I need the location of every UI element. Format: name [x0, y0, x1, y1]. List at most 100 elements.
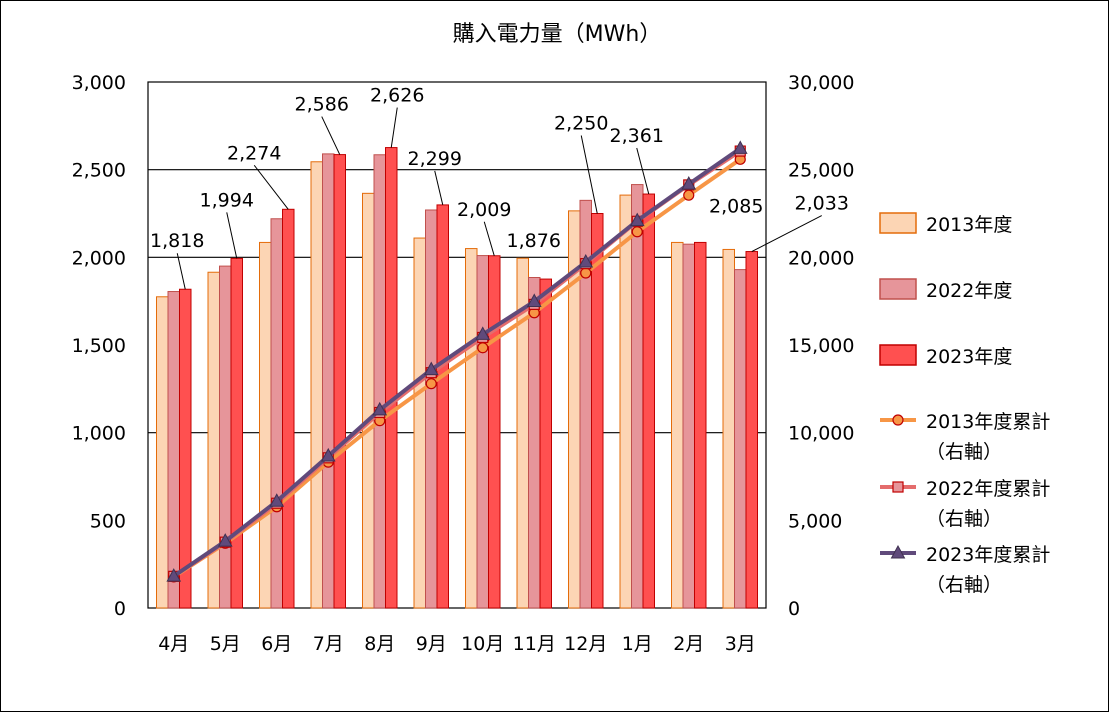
data-label: 2,626	[370, 85, 424, 107]
bar	[722, 248, 735, 609]
line-point	[681, 176, 697, 190]
data-label-leader	[434, 170, 444, 206]
x-tick-label: 10月	[461, 633, 504, 655]
data-label-leader	[580, 135, 598, 214]
data-label: 2,274	[227, 142, 281, 164]
legend-marker	[892, 414, 904, 426]
line-point	[166, 568, 182, 582]
data-label-leader	[226, 212, 238, 259]
line-point	[425, 378, 437, 390]
line-series	[172, 146, 742, 578]
x-tick-label: 12月	[564, 633, 607, 655]
bar	[230, 257, 243, 609]
bar	[179, 288, 192, 609]
x-tick-label: 1月	[622, 633, 653, 655]
data-label: 2,361	[610, 125, 664, 147]
bar	[631, 184, 644, 609]
x-tick-label: 7月	[313, 633, 344, 655]
legend: 2013年度 2022年度 2023年度 2013年度累計 （右軸） 2022年度累計 （右…	[879, 212, 1050, 596]
legend-label: 2022年度	[926, 280, 1012, 302]
line-point	[683, 189, 695, 201]
line-point	[372, 401, 388, 416]
bar	[259, 241, 272, 609]
bar	[282, 208, 295, 609]
data-label: 1,876	[507, 230, 561, 252]
data-label-leader	[176, 253, 186, 290]
bar	[619, 194, 632, 609]
y-right-tick-label: 10,000	[788, 423, 854, 445]
bar	[528, 276, 541, 609]
legend-swatch	[879, 212, 917, 234]
y-right-tick-label: 20,000	[788, 247, 854, 269]
legend-label-note: （右軸）	[926, 441, 1002, 463]
y-right-tick-label: 25,000	[788, 160, 854, 182]
bar	[694, 241, 707, 609]
y-right-tick-label: 15,000	[788, 335, 854, 357]
bar	[322, 153, 335, 609]
legend-label-note: （右軸）	[926, 508, 1002, 530]
chart-title: 購入電力量（MWh）	[453, 22, 662, 47]
data-label-leader	[390, 107, 398, 148]
line-point	[580, 267, 592, 279]
x-tick-label: 5月	[210, 633, 241, 655]
bar	[207, 271, 220, 609]
y-left-tick-label: 2,000	[72, 247, 126, 269]
line-point	[629, 212, 645, 227]
bar	[413, 237, 426, 609]
x-tick-label: 6月	[261, 633, 292, 655]
y-left-tick-label: 0	[114, 598, 126, 620]
x-tick-label: 9月	[416, 633, 447, 655]
legend-label-note: （右軸）	[926, 574, 1002, 596]
bar	[745, 251, 758, 609]
legend-label: 2023年度	[926, 346, 1012, 368]
bar	[436, 204, 449, 609]
legend-label: 2022年度累計	[926, 478, 1050, 500]
line-point	[320, 447, 336, 462]
bar	[465, 248, 478, 609]
x-tick-label: 8月	[364, 633, 395, 655]
x-tick-label: 11月	[513, 633, 556, 655]
bar	[156, 296, 169, 609]
legend-swatch	[879, 344, 917, 366]
y-left-tick-label: 3,000	[72, 72, 126, 94]
data-label: 2,299	[408, 148, 462, 170]
y-left-tick-label: 1,000	[72, 423, 126, 445]
data-label: 2,009	[457, 199, 511, 221]
line-point	[475, 326, 491, 340]
data-label-leader	[751, 215, 822, 252]
data-label-leader	[636, 147, 650, 195]
y-left-tick-label: 2,500	[72, 160, 126, 182]
data-label: 2,586	[295, 94, 349, 116]
bar	[219, 265, 232, 609]
data-label: 2,250	[554, 113, 608, 135]
line-point	[269, 493, 285, 507]
y-left-tick-label: 1,500	[72, 335, 126, 357]
bar	[642, 193, 655, 609]
bar	[373, 154, 386, 609]
legend-marker	[890, 544, 906, 559]
data-label-leader	[321, 116, 341, 155]
bar	[310, 161, 323, 609]
y-right-tick-label: 5,000	[788, 510, 842, 532]
line-series	[172, 157, 742, 579]
x-tick-label: 2月	[673, 633, 704, 655]
bar	[385, 147, 398, 609]
bar	[362, 192, 375, 609]
legend-label: 2023年度累計	[926, 544, 1050, 566]
bar	[476, 255, 489, 609]
bar	[671, 241, 684, 609]
data-label: 2,085	[709, 195, 763, 217]
y-left-tick-label: 500	[90, 510, 126, 532]
bar	[488, 255, 501, 609]
line-point	[477, 342, 489, 354]
plot-area: 0 500 1,000 1,500 2,000 2,500 3,000 0 5,000 10,00…	[72, 72, 855, 655]
x-tick-label: 3月	[725, 633, 756, 655]
line-point	[631, 226, 643, 238]
data-label: 1,818	[150, 230, 204, 252]
bar	[539, 278, 552, 609]
legend-label: 2013年度	[926, 214, 1012, 236]
line-point	[423, 361, 439, 376]
legend-marker	[892, 481, 904, 493]
